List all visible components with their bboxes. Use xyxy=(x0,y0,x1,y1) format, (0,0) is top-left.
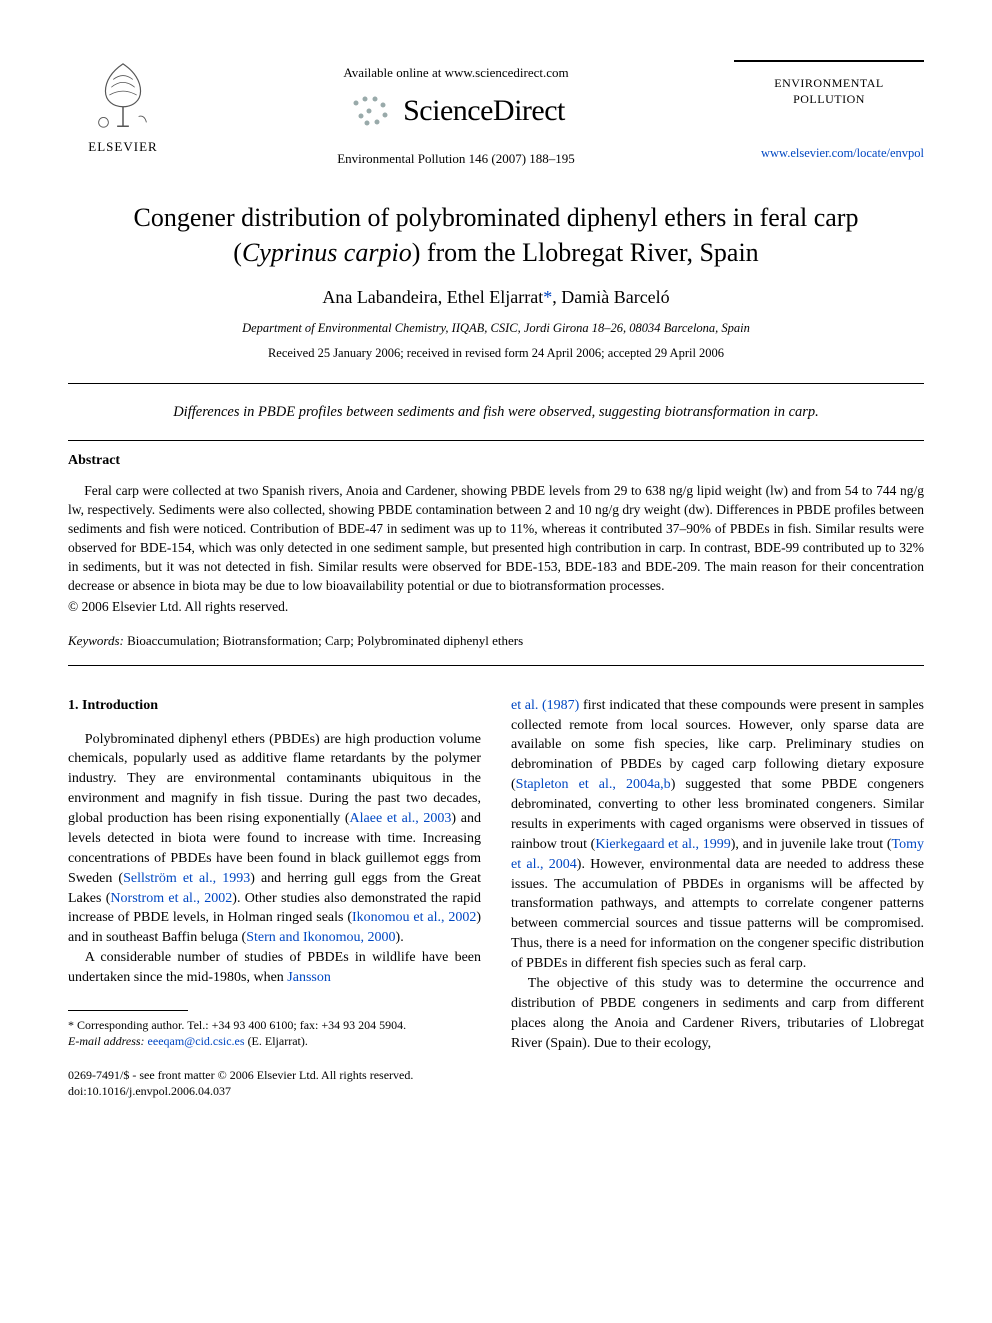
keywords-text: Bioaccumulation; Biotransformation; Carp… xyxy=(124,633,523,648)
ref-norstrom-2002[interactable]: Norstrom et al., 2002 xyxy=(110,891,232,906)
footnote-separator xyxy=(68,1010,188,1011)
footnote-corr: * Corresponding author. Tel.: +34 93 400… xyxy=(68,1017,481,1033)
footnote-email-line: E-mail address: eeeqam@cid.csic.es (E. E… xyxy=(68,1033,481,1049)
intro-para-2-cont: et al. (1987) first indicated that these… xyxy=(511,696,924,974)
p1f: ). xyxy=(396,930,404,945)
footnote-email-label: E-mail address: xyxy=(68,1034,145,1048)
ref-stern-ikonomou-2000[interactable]: Stern and Ikonomou, 2000 xyxy=(246,930,395,945)
elsevier-tree-icon xyxy=(84,58,162,136)
body-columns: 1. Introduction Polybrominated diphenyl … xyxy=(68,696,924,1100)
author-2: Ethel Eljarrat xyxy=(447,287,543,307)
abstract-copyright: © 2006 Elsevier Ltd. All rights reserved… xyxy=(68,598,924,617)
column-right: et al. (1987) first indicated that these… xyxy=(511,696,924,1100)
affiliation: Department of Environmental Chemistry, I… xyxy=(68,320,924,338)
footnote-email-post: (E. Eljarrat). xyxy=(245,1034,308,1048)
intro-para-2-start: A considerable number of studies of PBDE… xyxy=(68,948,481,988)
corresponding-author-star[interactable]: * xyxy=(543,287,552,307)
journal-url-link[interactable]: www.elsevier.com/locate/envpol xyxy=(761,146,924,160)
title-block: Congener distribution of polybrominated … xyxy=(68,200,924,362)
p2e: ). However, environmental data are neede… xyxy=(511,857,924,971)
journal-name-line2: POLLUTION xyxy=(793,92,865,106)
bottom-meta: 0269-7491/$ - see front matter © 2006 El… xyxy=(68,1067,481,1099)
available-online-text: Available online at www.sciencedirect.co… xyxy=(178,64,734,82)
rule-bottom xyxy=(68,665,924,666)
publisher-header: ELSEVIER Available online at www.science… xyxy=(68,58,924,168)
footnote-email-link[interactable]: eeeqam@cid.csic.es xyxy=(145,1034,245,1048)
ref-jansson-1987b[interactable]: et al. (1987) xyxy=(511,698,579,713)
author-3: Damià Barceló xyxy=(561,287,669,307)
ref-stapleton-2004[interactable]: Stapleton et al., 2004a,b xyxy=(516,777,671,792)
sciencedirect-text: ScienceDirect xyxy=(403,90,565,132)
doi-line: doi:10.1016/j.envpol.2006.04.037 xyxy=(68,1083,481,1099)
p2a: A considerable number of studies of PBDE… xyxy=(68,950,481,985)
journal-name-line1: ENVIRONMENTAL xyxy=(774,76,884,90)
authors-line: Ana Labandeira, Ethel Eljarrat*, Damià B… xyxy=(68,285,924,310)
elsevier-label: ELSEVIER xyxy=(88,138,157,156)
column-left: 1. Introduction Polybrominated diphenyl … xyxy=(68,696,481,1100)
section-1-heading: 1. Introduction xyxy=(68,696,481,716)
ref-ikonomou-2002[interactable]: Ikonomou et al., 2002 xyxy=(352,910,476,925)
highlight-sentence: Differences in PBDE profiles between sed… xyxy=(68,384,924,440)
title-line2-species: Cyprinus carpio xyxy=(242,238,412,267)
abstract-block: Abstract Feral carp were collected at tw… xyxy=(68,441,924,651)
abstract-text: Feral carp were collected at two Spanish… xyxy=(68,481,924,596)
ref-kierkegaard-1999[interactable]: Kierkegaard et al., 1999 xyxy=(595,837,730,852)
intro-para-3: The objective of this study was to deter… xyxy=(511,974,924,1054)
keywords-line: Keywords: Bioaccumulation; Biotransforma… xyxy=(68,632,924,650)
author-sep2: , xyxy=(552,287,561,307)
title-line2-pre: ( xyxy=(233,238,242,267)
title-line2-post: ) from the Llobregat River, Spain xyxy=(412,238,759,267)
article-title: Congener distribution of polybrominated … xyxy=(68,200,924,270)
elsevier-logo-block: ELSEVIER xyxy=(68,58,178,156)
journal-reference: Environmental Pollution 146 (2007) 188–1… xyxy=(178,150,734,168)
p2d: ), and in juvenile lake trout ( xyxy=(731,837,892,852)
abstract-heading: Abstract xyxy=(68,451,924,471)
title-line1: Congener distribution of polybrominated … xyxy=(134,203,859,232)
journal-name: ENVIRONMENTAL POLLUTION xyxy=(734,76,924,107)
sciencedirect-swirl-icon xyxy=(347,93,393,129)
author-1: Ana Labandeira xyxy=(322,287,437,307)
ref-alaee-2003[interactable]: Alaee et al., 2003 xyxy=(350,811,452,826)
keywords-label: Keywords: xyxy=(68,633,124,648)
article-dates: Received 25 January 2006; received in re… xyxy=(68,345,924,363)
corresponding-author-footnote: * Corresponding author. Tel.: +34 93 400… xyxy=(68,1017,481,1049)
journal-brand-bar xyxy=(734,60,924,62)
intro-para-1: Polybrominated diphenyl ethers (PBDEs) a… xyxy=(68,730,481,949)
journal-brand-block: ENVIRONMENTAL POLLUTION www.elsevier.com… xyxy=(734,58,924,164)
ref-jansson-1987a[interactable]: Jansson xyxy=(287,970,331,985)
author-sep1: , xyxy=(438,287,447,307)
sciencedirect-logo: ScienceDirect xyxy=(347,90,565,132)
ref-sellstrom-1993[interactable]: Sellström et al., 1993 xyxy=(123,871,250,886)
center-header: Available online at www.sciencedirect.co… xyxy=(178,58,734,168)
front-matter-line: 0269-7491/$ - see front matter © 2006 El… xyxy=(68,1067,481,1083)
